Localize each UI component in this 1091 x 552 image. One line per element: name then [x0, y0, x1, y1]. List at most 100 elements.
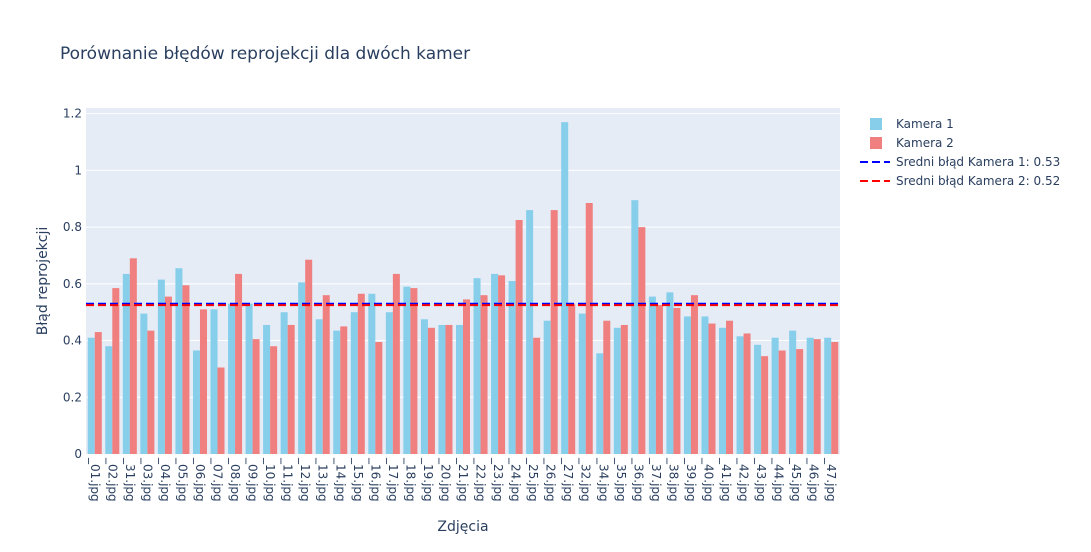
bar-2-44jpg	[778, 350, 786, 454]
x-tick-label: _44.jpg	[772, 457, 786, 502]
bar-2-08jpg	[235, 273, 243, 454]
x-tick-label: _39.jpg	[684, 457, 698, 502]
bar-2-01jpg	[94, 332, 102, 454]
y-tick-label: 0.6	[63, 277, 82, 291]
bar-2-26jpg	[550, 210, 558, 454]
x-tick-label: _06.jpg	[193, 457, 207, 502]
x-tick-label: _02.jpg	[105, 457, 119, 502]
bar-1-19jpg	[420, 319, 428, 454]
bar-2-41jpg	[726, 320, 734, 454]
bar-2-05jpg	[182, 285, 190, 454]
legend-label: Kamera 1	[896, 117, 954, 131]
legend-label: Kamera 2	[896, 136, 954, 150]
bar-2-15jpg	[357, 293, 365, 454]
bar-1-24jpg	[508, 281, 516, 454]
x-tick-label: _27.jpg	[561, 457, 575, 502]
bar-2-23jpg	[498, 275, 506, 454]
bar-1-04jpg	[157, 279, 165, 454]
x-tick-label: _10.jpg	[263, 457, 277, 502]
x-tick-label: _05.jpg	[175, 457, 189, 502]
bar-2-37jpg	[655, 305, 663, 454]
x-tick-label: _09.jpg	[246, 457, 260, 502]
bar-2-16jpg	[375, 341, 383, 454]
bar-1-25jpg	[526, 210, 534, 454]
bar-2-46jpg	[813, 339, 821, 454]
x-tick-label: _19.jpg	[421, 457, 435, 502]
bar-2-24jpg	[515, 220, 523, 454]
y-tick-label: 1.2	[63, 107, 82, 121]
y-tick-label: 0.8	[63, 220, 82, 234]
x-axis-title: Zdjęcia	[437, 519, 488, 535]
bar-1-08jpg	[228, 303, 236, 454]
x-tick-label: _31.jpg	[123, 457, 137, 502]
bar-1-15jpg	[350, 312, 358, 454]
bar-2-07jpg	[217, 367, 225, 454]
bar-2-10jpg	[270, 346, 278, 454]
bar-1-36jpg	[631, 200, 639, 454]
x-tick-label: _18.jpg	[403, 457, 417, 502]
x-tick-label: _12.jpg	[298, 457, 312, 502]
x-tick-label: _38.jpg	[666, 457, 680, 502]
bar-1-21jpg	[455, 324, 463, 454]
bar-1-14jpg	[333, 330, 341, 454]
bar-1-13jpg	[315, 319, 323, 454]
x-tick-label: _20.jpg	[438, 457, 452, 502]
bar-2-06jpg	[199, 309, 207, 454]
x-tick-label: _24.jpg	[509, 457, 523, 502]
x-tick-label: _21.jpg	[456, 457, 470, 502]
x-tick-label: _46.jpg	[807, 457, 821, 502]
bar-1-31jpg	[122, 273, 130, 454]
bar-2-43jpg	[761, 356, 769, 454]
x-tick-label: _45.jpg	[789, 457, 803, 502]
x-tick-label: _47.jpg	[824, 457, 838, 502]
chart-title: Porównanie błędów reprojekcji dla dwóch …	[60, 44, 470, 64]
x-tick-label: _08.jpg	[228, 457, 242, 502]
bar-2-17jpg	[392, 273, 400, 454]
bar-1-06jpg	[192, 350, 200, 454]
bar-1-09jpg	[245, 303, 253, 454]
x-tick-label: _11.jpg	[281, 457, 295, 502]
bar-1-17jpg	[385, 312, 393, 454]
bar-2-36jpg	[638, 227, 646, 454]
bar-1-35jpg	[613, 327, 621, 454]
bar-2-38jpg	[673, 307, 681, 454]
bar-2-25jpg	[533, 337, 541, 454]
x-tick-label: _35.jpg	[614, 457, 628, 502]
bar-1-40jpg	[701, 316, 709, 454]
bar-1-42jpg	[736, 336, 744, 454]
legend-swatch-1	[870, 118, 882, 130]
bar-1-05jpg	[175, 268, 183, 454]
bar-2-31jpg	[129, 258, 137, 454]
bar-1-18jpg	[403, 286, 411, 454]
y-tick-label: 1	[74, 163, 82, 177]
bar-2-22jpg	[480, 295, 488, 454]
bar-1-41jpg	[719, 327, 727, 454]
x-tick-label: _41.jpg	[719, 457, 733, 502]
x-tick-label: _42.jpg	[737, 457, 751, 502]
bar-2-27jpg	[568, 303, 576, 454]
bar-1-03jpg	[140, 313, 148, 454]
legend-label: Sredni błąd Kamera 2: 0.52	[896, 174, 1060, 188]
bar-2-09jpg	[252, 339, 260, 454]
x-tick-label: _16.jpg	[368, 457, 382, 502]
bar-1-45jpg	[789, 330, 797, 454]
bar-2-34jpg	[603, 320, 611, 454]
x-tick-label: _07.jpg	[211, 457, 225, 502]
x-tick-label: _01.jpg	[88, 457, 102, 502]
legend-swatch-2	[870, 137, 882, 149]
x-tick-label: _32.jpg	[579, 457, 593, 502]
bar-2-42jpg	[743, 333, 751, 454]
bar-2-02jpg	[112, 288, 120, 454]
x-axis-ticks: _01.jpg _02.jpg _31.jpg _03.jpg _04.jpg _05.j…	[88, 457, 838, 502]
bar-1-16jpg	[368, 293, 376, 454]
bar-2-47jpg	[831, 341, 839, 454]
x-tick-label: _36.jpg	[631, 457, 645, 502]
bar-1-11jpg	[280, 312, 288, 454]
x-tick-label: _25.jpg	[526, 457, 540, 502]
bar-1-22jpg	[473, 278, 481, 454]
bar-1-44jpg	[771, 337, 779, 454]
y-tick-label: 0	[74, 447, 82, 461]
bar-2-39jpg	[690, 295, 698, 454]
x-tick-label: _40.jpg	[701, 457, 715, 502]
